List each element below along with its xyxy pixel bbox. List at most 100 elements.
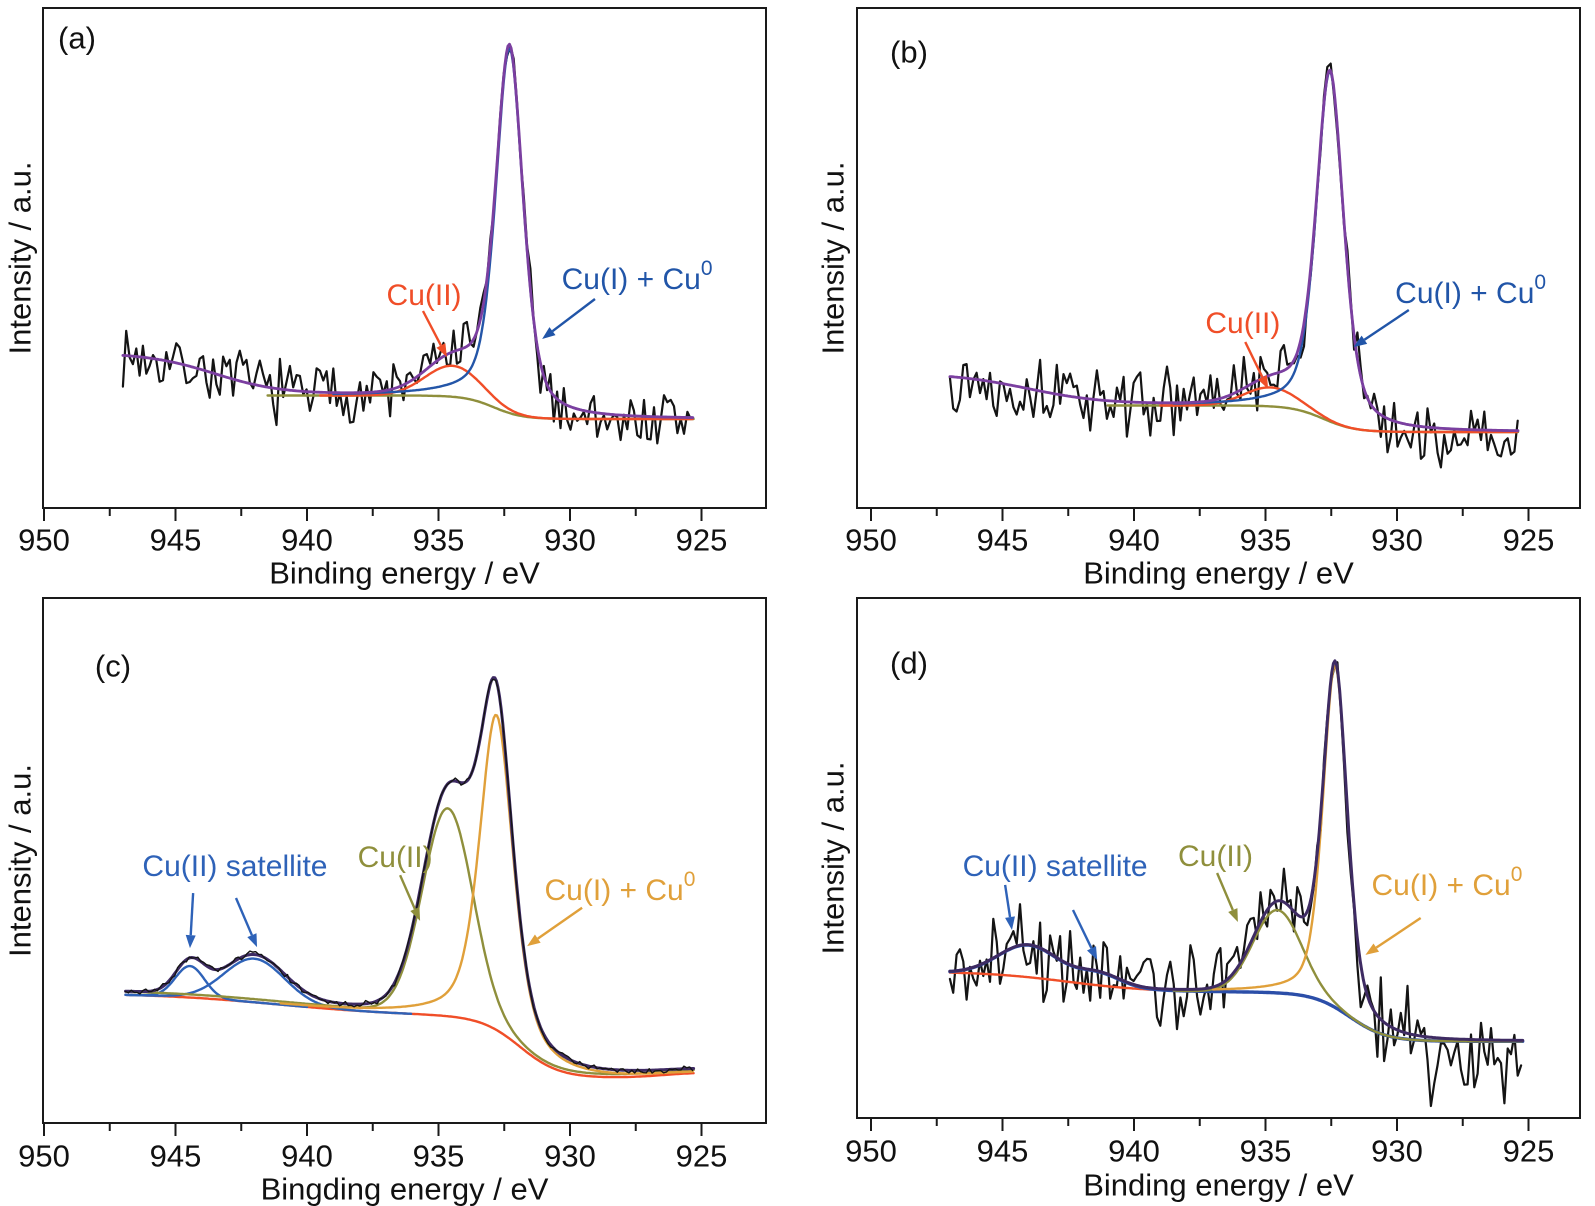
plot-box — [856, 7, 1581, 509]
annotation-arrow-line — [421, 310, 442, 347]
curve-envelope — [121, 42, 694, 419]
x-tick-label: 950 — [18, 1139, 70, 1174]
plot-box — [42, 597, 767, 1124]
annotation-cu-ii-: Cu(II) — [387, 279, 462, 357]
curve-cu2_peak — [124, 807, 695, 1076]
annotation-cu-i-cu: Cu(I) + Cu0 — [527, 867, 696, 947]
annotation-arrow-line — [1216, 872, 1234, 911]
annotation-cu-ii-satellite: Cu(II) satellite — [963, 849, 1148, 961]
x-tick-label: 940 — [281, 523, 333, 558]
x-tick-label: 930 — [544, 1139, 596, 1174]
annotation-cu-ii-: Cu(II) — [358, 840, 433, 921]
x-tick-label: 945 — [150, 1139, 202, 1174]
annotation-arrow-line — [1363, 309, 1410, 341]
y-axis-label: Intensity / a.u. — [816, 762, 851, 955]
curve-satellite2 — [124, 957, 413, 1015]
panel-c: 950 945 940 935 930 925 Bingding energy / eV In… — [3, 597, 767, 1206]
x-tick-label: 930 — [544, 523, 596, 558]
annotation-label: Cu(I) + Cu0 — [1372, 862, 1523, 901]
x-tick-label: 930 — [1371, 1134, 1423, 1169]
curve-envelope — [948, 68, 1520, 433]
x-tick-label: 925 — [1503, 1134, 1555, 1169]
annotation-label: Cu(II) — [387, 279, 462, 312]
x-tick-label: 935 — [1240, 1134, 1292, 1169]
annotation-arrowhead — [247, 933, 258, 948]
x-tick-label: 935 — [413, 523, 465, 558]
panel-d: 950 945 940 935 930 925 Binding energy / eV Int… — [816, 597, 1581, 1203]
panel-letter: (d) — [890, 646, 928, 681]
curve-cu2_peak — [1172, 908, 1524, 1043]
x-tick-label: 950 — [845, 523, 897, 558]
annotation-arrow-line — [189, 892, 195, 936]
curve-cu1_peak — [1211, 664, 1524, 1042]
curves — [948, 62, 1520, 469]
annotation-arrowhead — [1365, 943, 1380, 955]
panel-b: 950 945 940 935 930 925 Binding energy / eV Int… — [816, 7, 1581, 591]
curve-cu1_peak — [279, 713, 694, 1075]
x-tick-label: 925 — [676, 1139, 728, 1174]
x-tick-label: 940 — [1108, 1134, 1160, 1169]
annotation-arrow-line — [537, 906, 583, 940]
annotation-label: Cu(II) — [1205, 307, 1280, 340]
x-tick-label: 940 — [281, 1139, 333, 1174]
raw-data-curve — [124, 678, 694, 1074]
annotation-arrow-line — [1375, 917, 1422, 949]
x-tick-label: 940 — [1108, 523, 1160, 558]
x-tick-label: 950 — [18, 523, 70, 558]
annotation-cu-i-cu: Cu(I) + Cu0 — [1353, 271, 1546, 347]
annotation-cu-ii-satellite: Cu(II) satellite — [142, 849, 327, 949]
x-tick-label: 950 — [845, 1134, 897, 1169]
y-axis-label: Intensity / a.u. — [3, 764, 38, 957]
annotation-arrow-line — [234, 897, 254, 936]
plot-box — [42, 7, 767, 509]
x-tick-label: 935 — [1240, 523, 1292, 558]
annotation-arrow-line — [1244, 341, 1264, 378]
curves — [121, 42, 695, 445]
x-tick-label: 945 — [977, 1134, 1029, 1169]
annotation-arrow-line — [1003, 884, 1012, 918]
x-axis-label: Bingding energy / eV — [261, 1172, 549, 1206]
x-axis-label: Binding energy / eV — [269, 556, 540, 591]
curve-envelope — [948, 659, 1525, 1042]
curves — [948, 659, 1525, 1108]
annotation-cu-ii-: Cu(II) — [1178, 839, 1253, 922]
plot-box — [856, 597, 1581, 1119]
panel-a: 950 945 940 935 930 925 Binding energy / eV Int… — [3, 7, 767, 591]
annotation-label: Cu(I) + Cu0 — [562, 257, 713, 296]
annotation-cu-ii-: Cu(II) — [1205, 307, 1280, 389]
x-tick-label: 925 — [676, 523, 728, 558]
x-tick-label: 930 — [1371, 523, 1423, 558]
annotation-arrowhead — [542, 327, 556, 339]
annotation-arrowhead — [410, 906, 421, 921]
y-axis-label: Intensity / a.u. — [816, 162, 851, 355]
annotation-arrowhead — [1005, 916, 1015, 930]
annotation-label: Cu(I) + Cu0 — [1395, 271, 1546, 310]
annotation-cu-i-cu: Cu(I) + Cu0 — [1365, 862, 1523, 955]
annotation-arrowhead — [1257, 375, 1269, 389]
annotation-label: Cu(II) satellite — [142, 849, 327, 882]
x-tick-label: 925 — [1503, 523, 1555, 558]
curve-background — [948, 971, 1524, 1043]
annotation-arrow-line — [551, 298, 596, 333]
x-tick-label: 945 — [977, 523, 1029, 558]
annotation-arrowhead — [1353, 335, 1368, 347]
annotation-cu-i-cu: Cu(I) + Cu0 — [542, 257, 713, 339]
annotation-arrowhead — [185, 934, 196, 949]
x-tick-label: 935 — [413, 1139, 465, 1174]
annotation-label: Cu(I) + Cu0 — [545, 867, 696, 906]
raw-data-curve — [948, 62, 1519, 469]
x-axis-label: Binding energy / eV — [1083, 1168, 1354, 1203]
annotation-label: Cu(II) — [358, 840, 433, 873]
raw-data-curve — [121, 45, 692, 445]
x-tick-label: 945 — [150, 523, 202, 558]
annotation-arrowhead — [1228, 908, 1238, 922]
x-axis-label: Binding energy / eV — [1083, 556, 1354, 591]
annotation-arrow-line — [1071, 909, 1093, 949]
panel-letter: (c) — [95, 649, 131, 684]
panel-letter: (b) — [890, 35, 928, 70]
panel-letter: (a) — [58, 21, 96, 56]
annotation-arrowhead — [527, 934, 541, 947]
curve-cu2_peak — [319, 364, 694, 421]
